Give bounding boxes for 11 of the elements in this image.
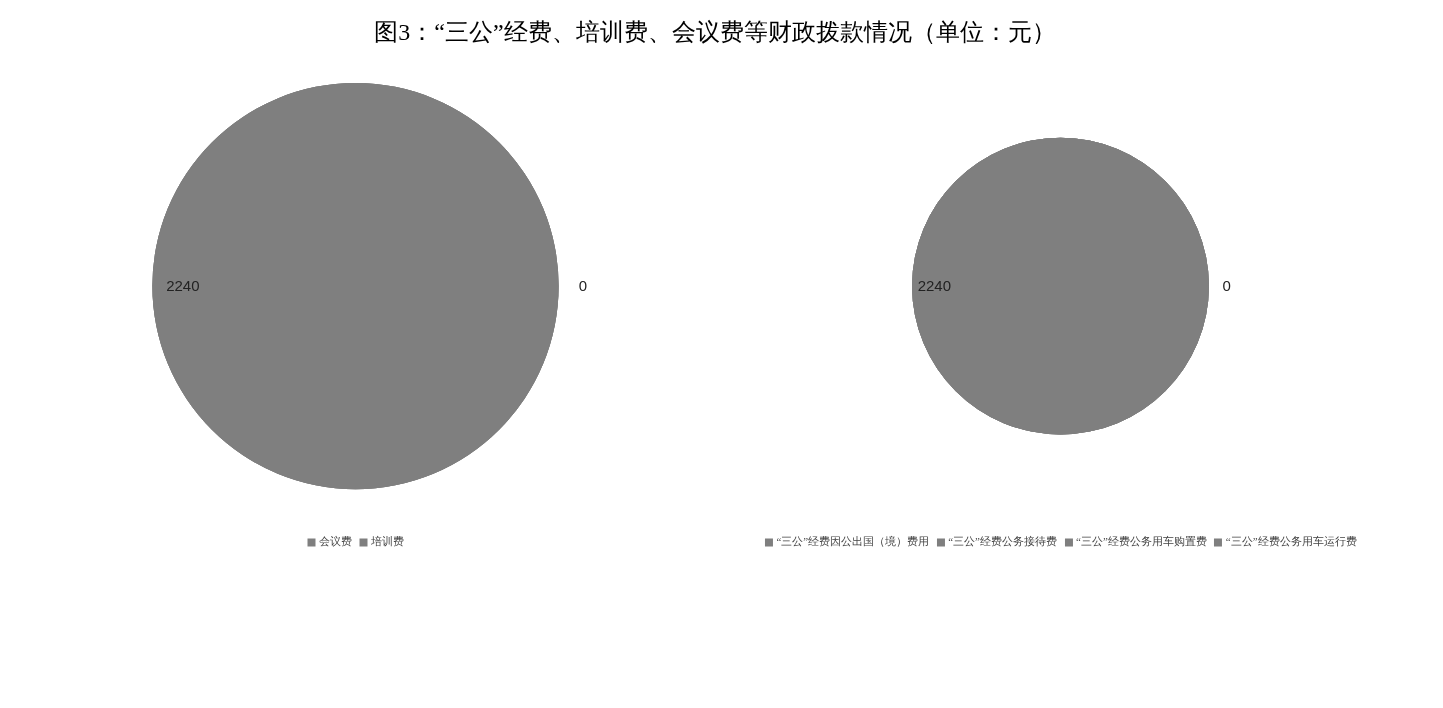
data-label: 2240 — [917, 277, 952, 295]
legend-label: “三公”经费公务用车运行费 — [1225, 534, 1357, 550]
text: 图3：“三公”经费、培训费、会议费等财政拨款情况（单位：元） — [374, 18, 1056, 47]
text: 0 — [578, 277, 588, 295]
legend-label: 培训费 — [371, 534, 404, 550]
text: 0 — [1222, 277, 1231, 295]
legend-label: “三公”经费公务用车购置费 — [1076, 534, 1207, 550]
data-label: 2240 — [166, 277, 200, 295]
legend-label: 会议费 — [319, 534, 352, 550]
legend-label: “三公”经费公务接待费 — [948, 534, 1057, 550]
legend-label: “三公”经费因公出国（境）费用 — [776, 534, 930, 550]
